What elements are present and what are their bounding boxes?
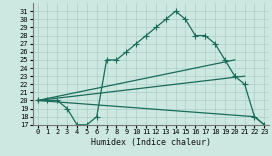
X-axis label: Humidex (Indice chaleur): Humidex (Indice chaleur) [91,138,211,147]
